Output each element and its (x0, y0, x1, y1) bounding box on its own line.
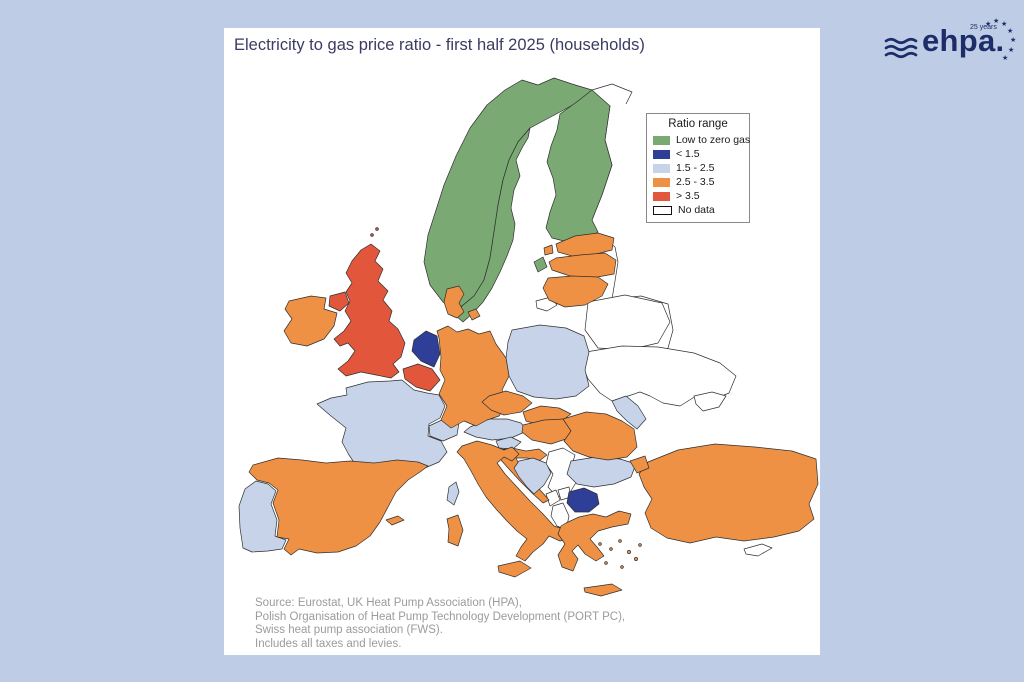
country-crimea (693, 391, 727, 412)
ehpa-logo: ehpa. 25 years ★ ★ ★ ★ ★ ★ ★ (884, 18, 1017, 78)
country-sweden (455, 127, 531, 323)
country-poland (505, 324, 590, 400)
ehpa-wordmark: ehpa. (922, 23, 1005, 58)
source-line: Includes all taxes and levies. (255, 637, 402, 650)
country-united-kingdom (333, 243, 406, 379)
country-bulgaria (566, 456, 637, 488)
country-belgium (402, 363, 441, 392)
island-zealand (467, 308, 481, 321)
legend-item-no-data: No data (653, 203, 743, 217)
legend-item-2-5-3-5: 2.5 - 3.5 (653, 175, 743, 189)
country-northern-ireland (328, 291, 350, 312)
star-icon: ★ (1002, 55, 1009, 62)
island-sardinia (446, 514, 464, 547)
country-ukraine (581, 345, 737, 407)
waves-icon (884, 37, 918, 59)
country-latvia (548, 252, 617, 279)
country-czechia (481, 390, 533, 416)
page-title: Electricity to gas price ratio - first h… (234, 36, 645, 54)
source-line: Swiss heat pump association (FWS). (255, 624, 443, 636)
country-portugal (238, 480, 287, 553)
ehpa-25-years-badge: 25 years (970, 24, 997, 31)
europe-choropleth-map (238, 77, 819, 597)
country-denmark (443, 285, 465, 319)
country-france (316, 379, 448, 475)
island-gotland (533, 256, 548, 273)
legend-title: Ratio range (668, 118, 728, 130)
star-icon: ★ (1010, 37, 1017, 44)
legend-swatch-red (653, 191, 670, 201)
legend-item-lt-1-5: < 1.5 (653, 147, 743, 161)
legend-swatch-light-blue (653, 163, 670, 173)
legend-item-1-5-2-5: 1.5 - 2.5 (653, 161, 743, 175)
island-orkney (375, 227, 379, 231)
star-icon: ★ (1008, 47, 1015, 54)
legend-swatch-green (653, 135, 670, 145)
legend-swatch-no-data (653, 205, 672, 215)
country-montenegro (545, 489, 561, 507)
country-turkey (638, 443, 819, 544)
legend-item-low-zero-gas: Low to zero gas (653, 133, 750, 147)
island-mallorca (385, 515, 405, 526)
source-line: Source: Eurostat, UK Heat Pump Associati… (255, 597, 522, 609)
country-north-macedonia (566, 487, 600, 513)
legend-swatch-dark-blue (653, 149, 670, 159)
country-slovenia (495, 436, 522, 450)
star-icon: ★ (985, 21, 992, 28)
island-shetland (370, 233, 374, 237)
country-romania (562, 411, 638, 461)
legend-swatch-orange (653, 177, 670, 187)
country-netherlands (411, 330, 441, 368)
country-estonia (555, 232, 615, 257)
country-bosnia-herzegovina (513, 457, 552, 495)
star-icon: ★ (1007, 28, 1014, 35)
country-russia-coast (591, 83, 633, 105)
island-corsica (446, 481, 460, 506)
island-crete (583, 583, 623, 597)
aegean-islands (598, 539, 642, 569)
source-note: Source: Eurostat, UK Heat Pump Associati… (255, 597, 625, 651)
island-sicily (497, 560, 532, 578)
country-italy (456, 440, 574, 562)
country-spain (248, 457, 429, 556)
country-moldova (611, 395, 647, 430)
country-greece (557, 510, 632, 572)
source-line: Polish Organisation of Heat Pump Technol… (255, 610, 626, 623)
legend-item-gt-3-5: > 3.5 (653, 189, 743, 203)
island-saaremaa (543, 244, 554, 256)
country-turkey-thrace (629, 455, 650, 474)
map-panel: Electricity to gas price ratio - first h… (224, 28, 820, 655)
legend: Ratio range Low to zero gas < 1.5 1.5 - … (646, 113, 750, 223)
star-icon: ★ (1001, 21, 1008, 28)
star-icon: ★ (993, 18, 1000, 25)
country-lithuania (542, 275, 609, 308)
country-ireland (283, 295, 338, 347)
country-belarus (584, 294, 671, 351)
country-cyprus (743, 543, 773, 557)
